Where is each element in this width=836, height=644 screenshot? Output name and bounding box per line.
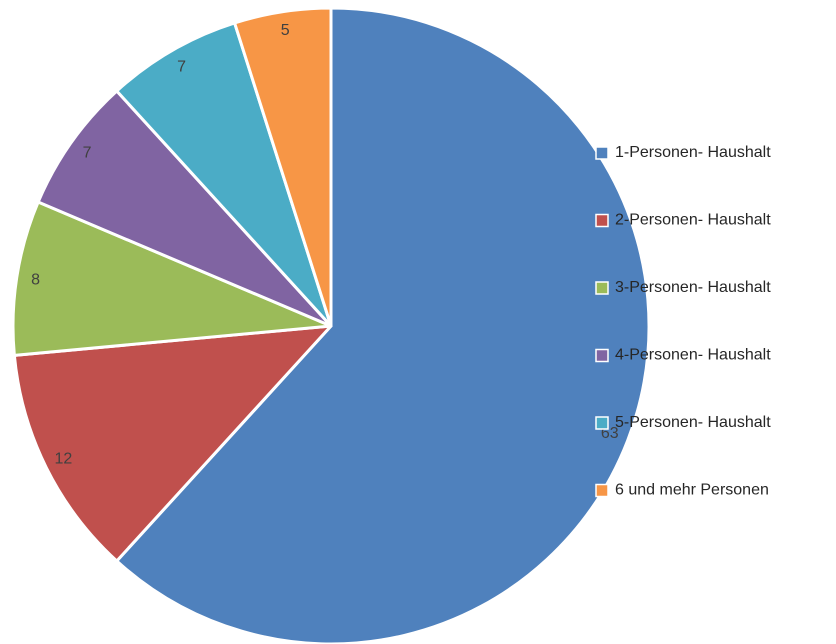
pie-slice-6-und-mehr-personen <box>233 6 333 328</box>
data-label-3-personen-haushalt: 8 <box>31 271 40 288</box>
data-label-2-personen-haushalt: 12 <box>55 450 73 467</box>
legend-swatch <box>595 483 609 498</box>
legend-swatch <box>595 281 609 295</box>
pie-slice-2-personen-haushalt <box>12 324 333 563</box>
pie-slice-5-personen-haushalt <box>115 21 333 328</box>
legend-label: 4-Personen- Haushalt <box>615 347 771 364</box>
legend-label: 1-Personen- Haushalt <box>615 144 771 161</box>
legend-swatch <box>595 213 609 228</box>
data-label-4-personen-haushalt: 7 <box>83 145 92 162</box>
legend-item-5-personen-haushalt: 5-Personen- Haushalt <box>595 414 771 431</box>
data-label-5-personen-haushalt: 7 <box>177 58 186 75</box>
pie-slice-1-personen-haushalt <box>115 6 651 644</box>
legend-label: 3-Personen- Haushalt <box>615 279 771 296</box>
legend-item-6-und-mehr-personen: 6 und mehr Personen <box>595 482 769 499</box>
legend-item-4-personen-haushalt: 4-Personen- Haushalt <box>595 347 771 364</box>
legend-label: 5-Personen- Haushalt <box>615 414 771 431</box>
legend-label: 6 und mehr Personen <box>615 482 769 499</box>
pie-slice-4-personen-haushalt <box>36 89 333 328</box>
legend-item-1-personen-haushalt: 1-Personen- Haushalt <box>595 144 771 161</box>
legend-item-2-personen-haushalt: 2-Personen- Haushalt <box>595 212 771 229</box>
pie-slice-3-personen-haushalt <box>11 200 333 357</box>
legend-swatch <box>595 146 609 160</box>
data-label-6-und-mehr-personen: 5 <box>281 22 290 39</box>
legend-label: 2-Personen- Haushalt <box>615 212 771 229</box>
pie-slices <box>11 6 651 644</box>
legend-swatch <box>595 416 609 430</box>
legend: 1-Personen- Haushalt 2-Personen- Haushalt… <box>595 144 771 499</box>
legend-swatch <box>595 348 609 363</box>
legend-item-3-personen-haushalt: 3-Personen- Haushalt <box>595 279 771 296</box>
